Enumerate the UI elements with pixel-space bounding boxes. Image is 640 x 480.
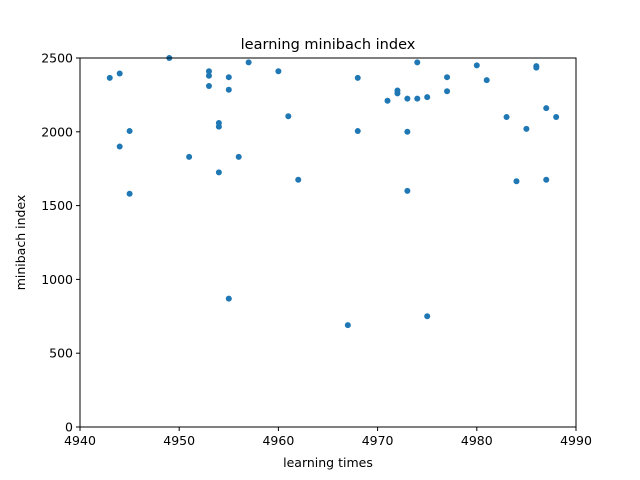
data-point	[404, 187, 411, 194]
data-point	[225, 86, 232, 93]
data-point	[503, 114, 510, 121]
x-tick-label: 4980	[461, 433, 493, 448]
data-point	[553, 114, 560, 121]
data-point	[215, 123, 222, 130]
data-point	[414, 59, 421, 66]
y-tick-label: 2000	[41, 124, 73, 139]
y-tick-label: 0	[65, 420, 73, 435]
data-point	[483, 77, 490, 84]
data-point	[106, 74, 113, 81]
y-tick-label: 500	[49, 346, 73, 361]
data-point	[414, 95, 421, 102]
data-point	[523, 125, 530, 132]
data-point	[404, 95, 411, 102]
data-point	[215, 169, 222, 176]
y-axis: 0 500 1000 1500 2000 2500	[41, 51, 80, 435]
data-point	[533, 64, 540, 71]
data-point	[126, 128, 133, 135]
x-axis: 4940 4950 4960 4970 4980 4990	[64, 427, 592, 448]
data-point	[424, 94, 431, 101]
data-point	[473, 62, 480, 69]
data-point	[285, 113, 292, 120]
data-point	[404, 128, 411, 135]
data-point	[235, 153, 242, 160]
data-point	[275, 68, 282, 75]
data-point	[543, 105, 550, 112]
data-point	[354, 128, 361, 135]
x-axis-label: learning times	[283, 455, 373, 470]
data-point	[186, 153, 193, 160]
data-point	[225, 295, 232, 302]
data-point	[444, 88, 451, 95]
plot-area-frame	[79, 57, 577, 428]
data-point	[116, 143, 123, 150]
data-point	[116, 70, 123, 77]
data-point	[205, 72, 212, 79]
data-point	[225, 74, 232, 81]
data-points	[106, 55, 560, 329]
data-point	[424, 313, 431, 320]
data-point	[444, 74, 451, 81]
data-point	[354, 74, 361, 81]
x-tick-label: 4990	[560, 433, 592, 448]
data-point	[344, 322, 351, 329]
data-point	[384, 97, 391, 104]
y-tick-label: 2500	[41, 51, 73, 66]
data-point	[245, 59, 252, 66]
y-tick-label: 1500	[41, 198, 73, 213]
data-point	[543, 176, 550, 183]
data-point	[205, 83, 212, 90]
data-point	[295, 176, 302, 183]
x-tick-label: 4960	[262, 433, 294, 448]
data-point	[126, 190, 133, 197]
x-tick-label: 4940	[64, 433, 96, 448]
x-tick-label: 4950	[163, 433, 195, 448]
chart-title: learning minibach index	[241, 37, 416, 53]
data-point	[394, 90, 401, 97]
data-point	[205, 68, 212, 75]
y-tick-label: 1000	[41, 272, 73, 287]
x-tick-label: 4970	[362, 433, 394, 448]
y-axis-label: minibach index	[13, 195, 28, 291]
data-point	[513, 178, 520, 185]
